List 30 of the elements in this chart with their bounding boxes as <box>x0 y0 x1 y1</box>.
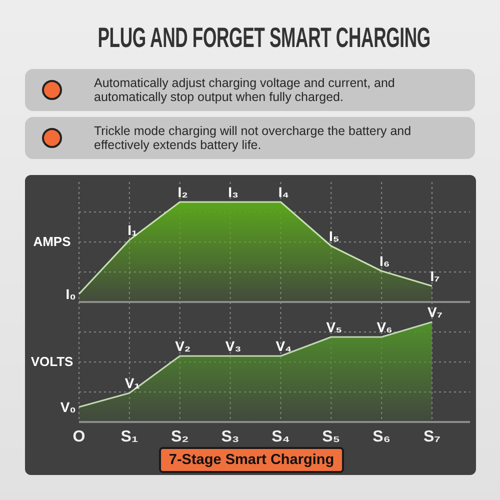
annotation: V₃ <box>225 338 242 354</box>
x-tick-label: S₄ <box>272 428 290 446</box>
x-tick-label: S₃ <box>221 428 240 446</box>
annotation: I₂ <box>178 184 188 200</box>
chart-title: PLUG AND FORGET SMART CHARGING <box>98 21 430 55</box>
annotation: I₄ <box>278 184 289 200</box>
text: Trickle mode charging will not overcharge the battery and effectively extends battery life. <box>94 123 412 154</box>
annotation: I₆ <box>379 253 390 269</box>
annotation: V₂ <box>175 338 191 354</box>
x-tick-label: O <box>72 428 86 446</box>
x-tick-label: S₅ <box>322 428 340 446</box>
annotation: V₇ <box>428 304 442 320</box>
annotation: V₁ <box>124 375 140 391</box>
annotation: I₇ <box>430 268 440 284</box>
annotation: I₁ <box>128 222 138 238</box>
annotation: V₀ <box>60 399 76 415</box>
x-tick-label: S₁ <box>120 428 138 446</box>
x-axis-title: 7-Stage Smart Charging <box>158 447 344 473</box>
annotation: I₅ <box>328 228 340 244</box>
text: Automatically adjust charging voltage and current, and automatically stop output when fully charged. <box>94 75 396 106</box>
annotation: I₃ <box>228 184 238 200</box>
annotation: V₆ <box>376 319 392 335</box>
annotation: I₀ <box>66 286 76 302</box>
x-tick-label: S₂ <box>170 428 189 446</box>
x-tick-label: S₇ <box>423 428 441 446</box>
y-axis-title: AMPS <box>32 234 72 250</box>
y-axis-title: VOLTS <box>30 354 74 370</box>
x-tick-label: S₆ <box>372 428 391 446</box>
annotation: V₅ <box>326 319 342 335</box>
annotation: V₄ <box>276 338 292 354</box>
